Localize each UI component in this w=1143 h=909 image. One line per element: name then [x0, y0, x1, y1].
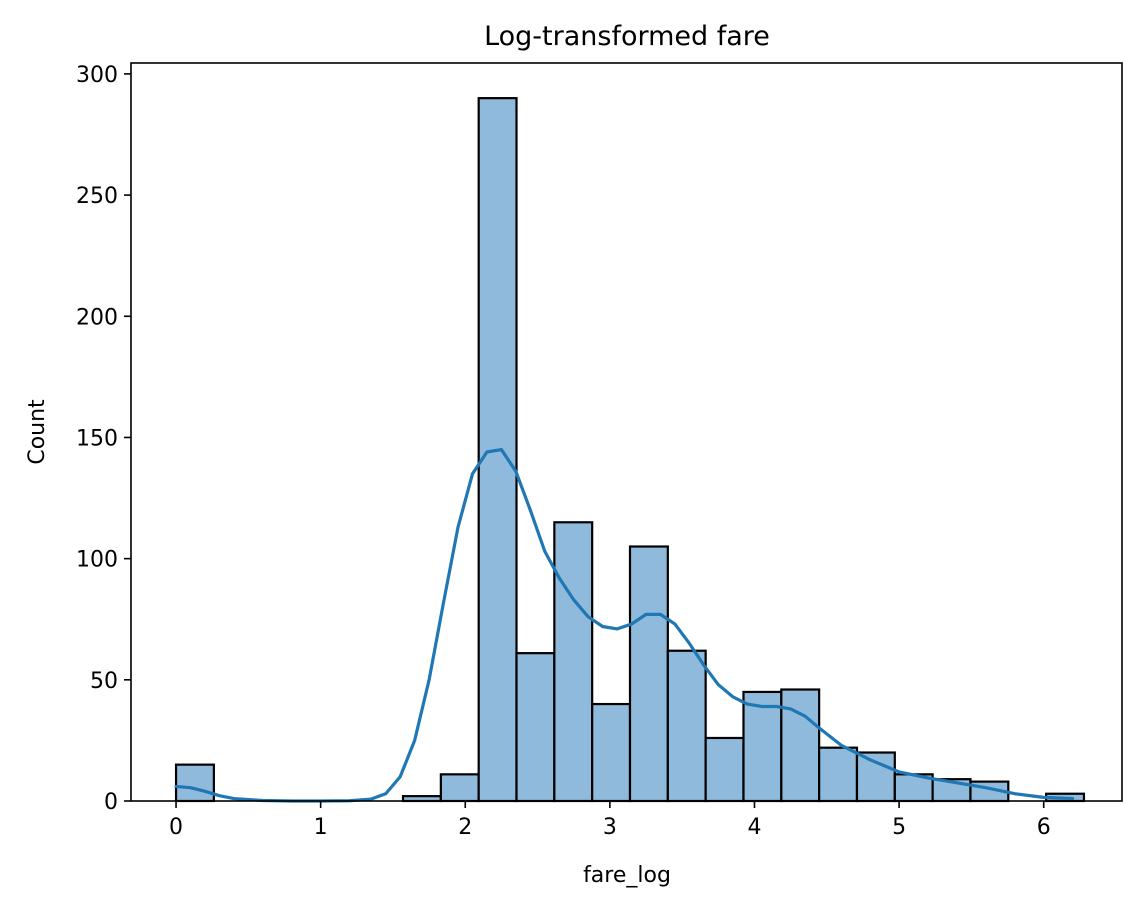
histogram-bar	[780, 688, 821, 803]
y-tick-label: 150	[76, 426, 118, 451]
x-tick-label: 0	[169, 815, 183, 840]
chart-title: Log-transformed fare	[484, 21, 770, 52]
histogram-bar	[704, 736, 745, 803]
x-tick-label: 1	[314, 815, 328, 840]
y-tick-label: 250	[76, 184, 118, 209]
y-tick-label: 50	[90, 669, 118, 694]
x-tick-label: 5	[892, 815, 906, 840]
histogram-bar	[628, 545, 669, 803]
y-tick-label: 100	[76, 548, 118, 573]
histogram-bar	[818, 746, 859, 803]
histogram-bar	[666, 649, 707, 803]
x-tick-label: 6	[1037, 815, 1051, 840]
histogram-bar	[742, 690, 783, 803]
histogram-bar	[553, 521, 594, 803]
y-tick-label: 0	[104, 790, 118, 815]
histogram-bar	[591, 702, 632, 803]
y-tick-label: 300	[76, 63, 118, 88]
plot-frame	[130, 62, 1123, 802]
x-axis-ticks: 0 1 2 3 4 5 6	[169, 801, 1051, 840]
bars-layer	[174, 97, 1086, 803]
x-axis-label: fare_log	[583, 863, 671, 888]
histogram-bar	[515, 652, 556, 803]
y-axis-ticks: 0 50 100 150 200 250 300	[76, 63, 131, 815]
x-tick-label: 3	[603, 815, 617, 840]
x-tick-label: 4	[747, 815, 761, 840]
y-tick-label: 200	[76, 305, 118, 330]
histogram-bar	[439, 773, 480, 803]
histogram-bar	[174, 763, 215, 803]
y-axis-label: Count	[25, 399, 50, 465]
histogram-bar	[855, 751, 896, 803]
x-tick-label: 2	[458, 815, 472, 840]
